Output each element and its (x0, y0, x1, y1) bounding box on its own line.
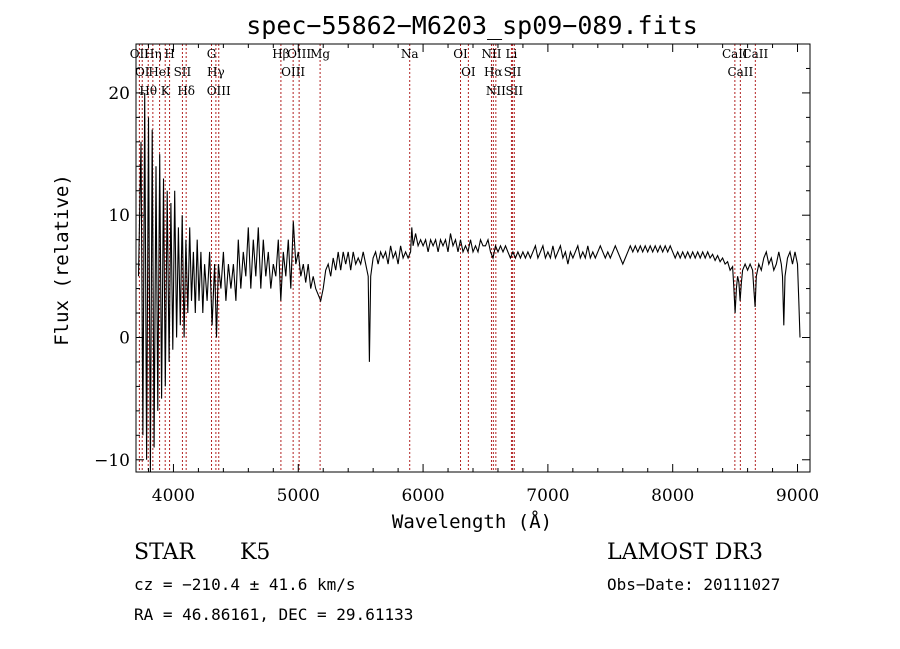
line-label-7: SII (174, 65, 192, 79)
line-label-20: Hα (484, 65, 503, 79)
line-label-27: CaII (742, 47, 768, 61)
line-label-0: OII (130, 47, 150, 61)
line-label-2: Hθ (139, 84, 157, 98)
line-label-6: H (164, 47, 174, 61)
redshift-velocity: cz = −210.4 ± 41.6 km/s (134, 575, 356, 594)
line-label-22: Li (506, 47, 518, 61)
y-axis-ticks: −10 0 10 20 (94, 43, 810, 471)
line-label-3: Hη (144, 47, 162, 61)
line-label-14: OIII (287, 47, 311, 61)
x-tick-label-0: 4000 (152, 486, 195, 506)
line-label-4: HeI (148, 65, 171, 79)
chart-title: spec−55862−M6203_sp09−089.fits (246, 11, 698, 40)
line-label-25: CaII (722, 47, 748, 61)
line-label-8: Hδ (177, 84, 195, 98)
line-label-18: OI (461, 65, 476, 79)
x-axis-ticks: 4000 5000 6000 7000 8000 9000 (147, 44, 819, 506)
line-label-12: Hβ (272, 47, 289, 61)
x-tick-label-2: 6000 (401, 486, 444, 506)
x-tick-label-1: 5000 (277, 486, 320, 506)
line-label-19: NII (481, 47, 501, 61)
line-label-23: SII (504, 65, 522, 79)
object-subclass: K5 (240, 540, 270, 565)
y-tick-label-0: −10 (94, 451, 130, 471)
line-label-9: G (207, 47, 217, 61)
x-tick-label-3: 7000 (526, 486, 569, 506)
y-tick-label-2: 10 (108, 206, 130, 226)
line-label-13: OIII (281, 65, 305, 79)
line-label-11: OIII (207, 84, 231, 98)
line-label-15: Mg (310, 47, 330, 61)
spectral-line-markers (138, 44, 756, 472)
line-label-10: Hγ (207, 65, 225, 79)
object-class: STAR (134, 540, 196, 565)
line-label-17: OI (453, 47, 468, 61)
line-label-26: CaII (727, 65, 753, 79)
y-tick-label-1: 0 (119, 328, 130, 348)
y-tick-label-3: 20 (108, 84, 130, 104)
x-axis-label: Wavelength (Å) (392, 510, 552, 533)
ra-dec-coordinates: RA = 46.86161, DEC = 29.61133 (134, 605, 413, 624)
line-label-21: NII (486, 84, 506, 98)
line-label-16: Na (401, 47, 419, 61)
observation-date: Obs−Date: 20111027 (607, 575, 780, 594)
survey-name: LAMOST DR3 (607, 540, 763, 565)
x-tick-label-4: 8000 (651, 486, 694, 506)
spectrum-line (137, 92, 801, 473)
x-tick-label-5: 9000 (776, 486, 819, 506)
line-label-24: SII (505, 84, 523, 98)
line-label-5: K (161, 84, 171, 98)
y-axis-label: Flux (relative) (51, 174, 73, 346)
